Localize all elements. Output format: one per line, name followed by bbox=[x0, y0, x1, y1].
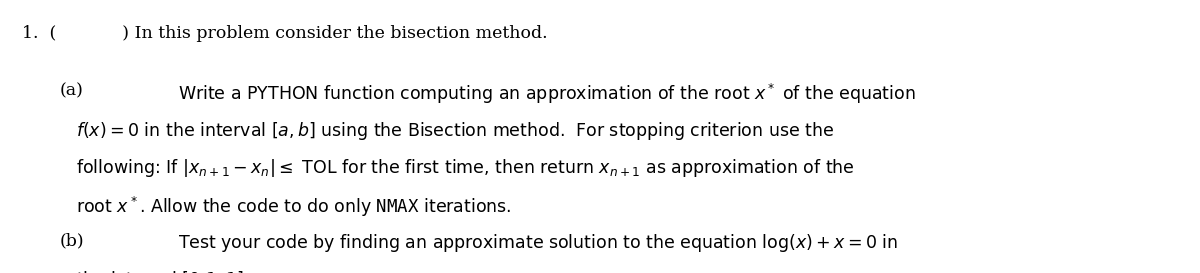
Text: the interval $[0.1, 1]$.: the interval $[0.1, 1]$. bbox=[76, 270, 248, 273]
Text: following: If $|x_{n+1} - x_n| \leq$ TOL for the first time, then return $x_{n+1: following: If $|x_{n+1} - x_n| \leq$ TOL… bbox=[76, 157, 854, 179]
Text: (a): (a) bbox=[60, 82, 84, 99]
Text: (b): (b) bbox=[60, 232, 85, 249]
Text: root $x^*$. Allow the code to do only $\mathtt{NMAX}$ iterations.: root $x^*$. Allow the code to do only $\… bbox=[76, 195, 511, 219]
Text: 1.  (            ) In this problem consider the bisection method.: 1. ( ) In this problem consider the bise… bbox=[22, 25, 547, 41]
Text: $f(x) = 0$ in the interval $[a, b]$ using the Bisection method.  For stopping cr: $f(x) = 0$ in the interval $[a, b]$ usin… bbox=[76, 120, 834, 142]
Text: Write a P$\mathregular{YTHON}$ function computing an approximation of the root $: Write a P$\mathregular{YTHON}$ function … bbox=[178, 82, 916, 106]
Text: Test your code by finding an approximate solution to the equation $\log(x) + x =: Test your code by finding an approximate… bbox=[178, 232, 898, 254]
